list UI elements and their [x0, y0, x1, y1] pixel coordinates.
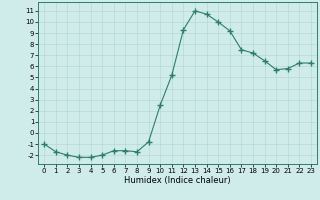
X-axis label: Humidex (Indice chaleur): Humidex (Indice chaleur)	[124, 176, 231, 185]
